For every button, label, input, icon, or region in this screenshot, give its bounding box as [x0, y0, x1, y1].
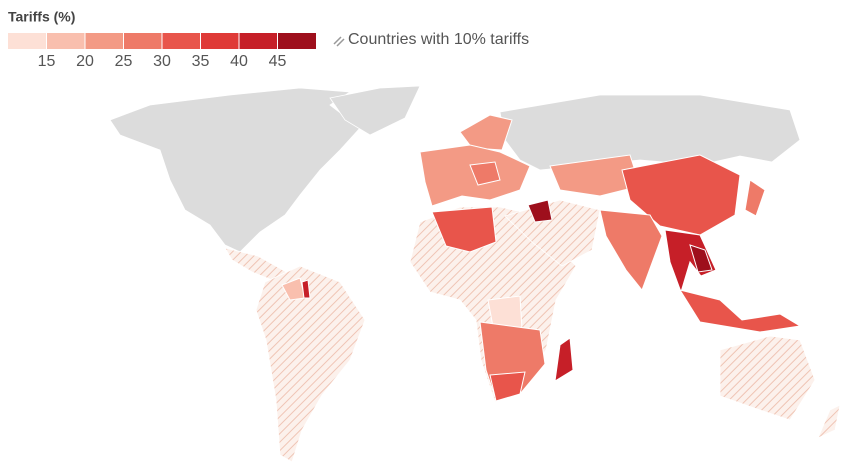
legend-tick-label: 45: [269, 53, 287, 70]
legend-swatch: [85, 33, 124, 49]
legend-tick-label: 30: [153, 53, 171, 70]
india: [599, 209, 663, 292]
legend-tick-label: 20: [76, 53, 94, 70]
japan: [744, 179, 766, 217]
australia: [719, 335, 816, 421]
legend-swatch: [8, 33, 47, 49]
greenland: [329, 85, 421, 136]
hatch-icon: [336, 38, 345, 47]
russia: [499, 94, 801, 171]
country: [469, 161, 501, 186]
world-map: [109, 85, 841, 463]
legend-swatch: [162, 33, 201, 49]
legend-tick-label: 35: [192, 53, 210, 70]
new-zealand: [817, 404, 841, 439]
legend-swatch: [239, 33, 278, 49]
legend-title: Tariffs (%): [8, 9, 75, 25]
legend-tick-label: 40: [230, 53, 248, 70]
hatch-icon: [333, 36, 342, 45]
legend-tick-label: 25: [115, 53, 133, 70]
middle-east: [504, 199, 601, 267]
china: [621, 154, 741, 236]
legend-swatch: [277, 33, 316, 49]
north-america: [109, 87, 361, 253]
hatch-label: Countries with 10% tariffs: [348, 31, 529, 48]
legend-tick-label: 15: [38, 53, 56, 70]
north-africa: [431, 206, 497, 253]
indonesia: [678, 289, 802, 333]
madagascar: [554, 337, 574, 382]
legend-swatch: [200, 33, 239, 49]
south-america: [255, 265, 366, 463]
southeast-asia: [664, 229, 717, 294]
country: [301, 279, 311, 299]
south-africa: [489, 371, 526, 402]
country: [527, 199, 553, 223]
country: [689, 244, 713, 273]
legend-swatch: [123, 33, 162, 49]
legend-swatch: [46, 33, 85, 49]
scandinavia: [459, 114, 513, 151]
hatch-key: Countries with 10% tariffs: [333, 31, 529, 48]
legend-scale: 15 20 25 30 35 40 45: [8, 33, 316, 70]
central-asia: [549, 154, 641, 197]
